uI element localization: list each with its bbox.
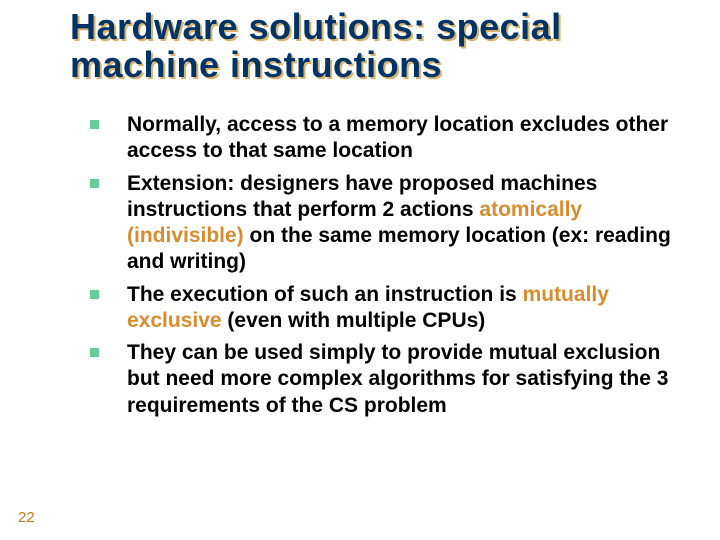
- page-number: 22: [18, 509, 35, 526]
- slide: Hardware solutions: special machine inst…: [0, 0, 720, 540]
- bullet-text: They can be used simply to provide mutua…: [127, 340, 680, 419]
- bullet-icon: [90, 348, 99, 357]
- slide-title: Hardware solutions: special machine inst…: [70, 8, 690, 84]
- list-item: The execution of such an instruction is …: [90, 282, 680, 335]
- list-item: Normally, access to a memory location ex…: [90, 112, 680, 165]
- plain-text: Normally, access to a memory location ex…: [127, 113, 668, 162]
- bullet-icon: [90, 179, 99, 188]
- bullet-icon: [90, 120, 99, 129]
- bullet-text: The execution of such an instruction is …: [127, 282, 680, 335]
- bullet-list: Normally, access to a memory location ex…: [90, 112, 680, 425]
- bullet-text: Extension: designers have proposed machi…: [127, 171, 680, 276]
- plain-text: (even with multiple CPUs): [222, 309, 486, 332]
- list-item: They can be used simply to provide mutua…: [90, 340, 680, 419]
- list-item: Extension: designers have proposed machi…: [90, 171, 680, 276]
- plain-text: The execution of such an instruction is: [127, 283, 523, 306]
- bullet-icon: [90, 290, 99, 299]
- plain-text: They can be used simply to provide mutua…: [127, 341, 668, 417]
- bullet-text: Normally, access to a memory location ex…: [127, 112, 680, 165]
